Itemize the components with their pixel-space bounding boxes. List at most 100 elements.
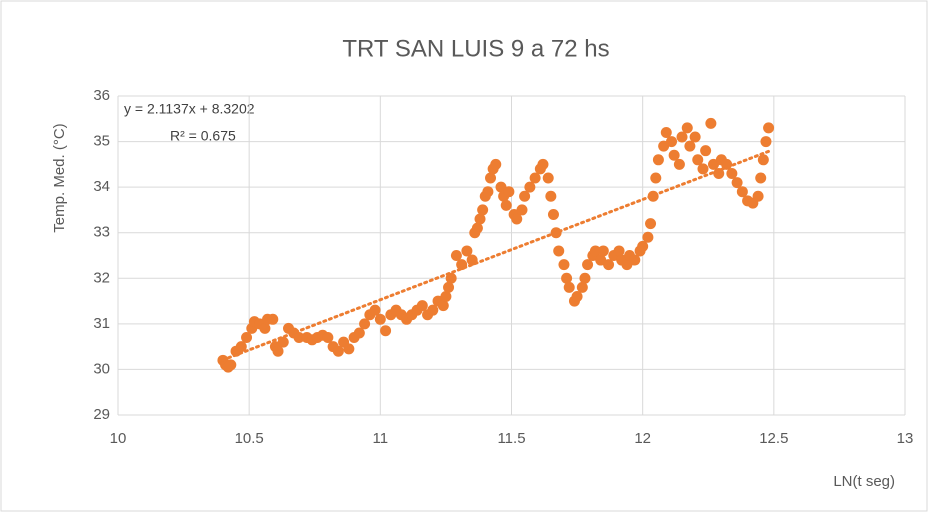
point bbox=[440, 291, 452, 303]
point bbox=[529, 172, 541, 184]
point bbox=[343, 343, 355, 355]
point bbox=[259, 322, 271, 334]
point bbox=[353, 327, 365, 339]
point bbox=[576, 281, 588, 293]
x-tick-label: 11.5 bbox=[497, 430, 525, 447]
point bbox=[637, 240, 649, 252]
point bbox=[500, 199, 512, 211]
y-tick-label: 34 bbox=[93, 178, 110, 195]
y-tick-label: 33 bbox=[93, 224, 110, 241]
point bbox=[668, 149, 680, 161]
point bbox=[369, 304, 381, 316]
point bbox=[485, 172, 497, 184]
point bbox=[542, 172, 554, 184]
point bbox=[571, 291, 583, 303]
point bbox=[503, 186, 515, 198]
point bbox=[731, 177, 743, 189]
point bbox=[700, 145, 712, 157]
point bbox=[524, 181, 536, 193]
point bbox=[561, 272, 573, 284]
point bbox=[374, 313, 386, 325]
point bbox=[380, 325, 392, 337]
point bbox=[558, 259, 570, 271]
point bbox=[589, 245, 601, 257]
x-tick-label: 12 bbox=[634, 430, 651, 447]
trendline bbox=[221, 149, 771, 362]
point bbox=[757, 154, 769, 166]
point bbox=[697, 163, 709, 175]
point bbox=[553, 245, 565, 257]
point bbox=[519, 190, 531, 202]
point bbox=[726, 167, 738, 179]
x-tick-label: 10 bbox=[110, 430, 127, 447]
point bbox=[477, 204, 489, 216]
point bbox=[322, 332, 334, 344]
point bbox=[225, 359, 237, 371]
point bbox=[359, 318, 371, 330]
point bbox=[652, 154, 664, 166]
point bbox=[692, 154, 704, 166]
point bbox=[650, 172, 662, 184]
r-squared: R² = 0.675 bbox=[170, 128, 236, 144]
point bbox=[241, 332, 253, 344]
point bbox=[490, 158, 502, 170]
point bbox=[579, 272, 591, 284]
point bbox=[511, 213, 523, 225]
point bbox=[547, 208, 559, 220]
point bbox=[516, 204, 528, 216]
point bbox=[537, 158, 549, 170]
point bbox=[332, 345, 344, 357]
point bbox=[235, 341, 247, 353]
point bbox=[582, 259, 594, 271]
point bbox=[450, 250, 462, 261]
point bbox=[545, 190, 557, 202]
point bbox=[613, 245, 625, 257]
point bbox=[681, 122, 693, 134]
point bbox=[760, 136, 772, 148]
y-tick-label: 35 bbox=[93, 133, 110, 150]
x-tick-label: 12.5 bbox=[759, 430, 788, 447]
point bbox=[416, 300, 428, 312]
point bbox=[705, 117, 717, 129]
y-tick-label: 36 bbox=[93, 87, 110, 104]
point bbox=[471, 222, 483, 234]
point bbox=[272, 345, 284, 357]
point bbox=[673, 158, 685, 170]
point bbox=[267, 313, 279, 325]
point bbox=[666, 136, 678, 148]
point bbox=[689, 131, 701, 143]
point bbox=[660, 126, 672, 138]
point bbox=[474, 213, 486, 225]
point bbox=[752, 190, 764, 202]
point bbox=[293, 332, 305, 344]
point bbox=[629, 254, 641, 266]
point bbox=[736, 186, 748, 198]
point bbox=[445, 272, 457, 284]
x-tick-label: 11 bbox=[373, 430, 389, 447]
point bbox=[763, 122, 775, 134]
trend-equation: y = 2.1137x + 8.3202 bbox=[124, 101, 255, 117]
y-tick-label: 31 bbox=[93, 315, 110, 332]
point bbox=[427, 304, 439, 316]
point bbox=[676, 131, 688, 143]
point bbox=[437, 300, 449, 312]
point bbox=[563, 281, 575, 293]
x-axis-label: LN(t seg) bbox=[833, 473, 895, 490]
point bbox=[461, 245, 473, 257]
point bbox=[443, 281, 455, 293]
point bbox=[642, 231, 654, 243]
y-tick-label: 29 bbox=[93, 406, 110, 423]
point bbox=[597, 245, 609, 257]
chart-title: TRT SAN LUIS 9 a 72 hs bbox=[342, 35, 609, 62]
point bbox=[482, 186, 494, 198]
x-tick-label: 13 bbox=[897, 430, 914, 447]
point bbox=[603, 259, 615, 271]
y-axis-label: Temp. Med. (°C) bbox=[51, 123, 68, 232]
point bbox=[684, 140, 696, 152]
x-tick-label: 10.5 bbox=[235, 430, 264, 447]
point bbox=[755, 172, 767, 184]
y-tick-label: 32 bbox=[93, 269, 110, 286]
y-tick-label: 30 bbox=[93, 360, 110, 377]
